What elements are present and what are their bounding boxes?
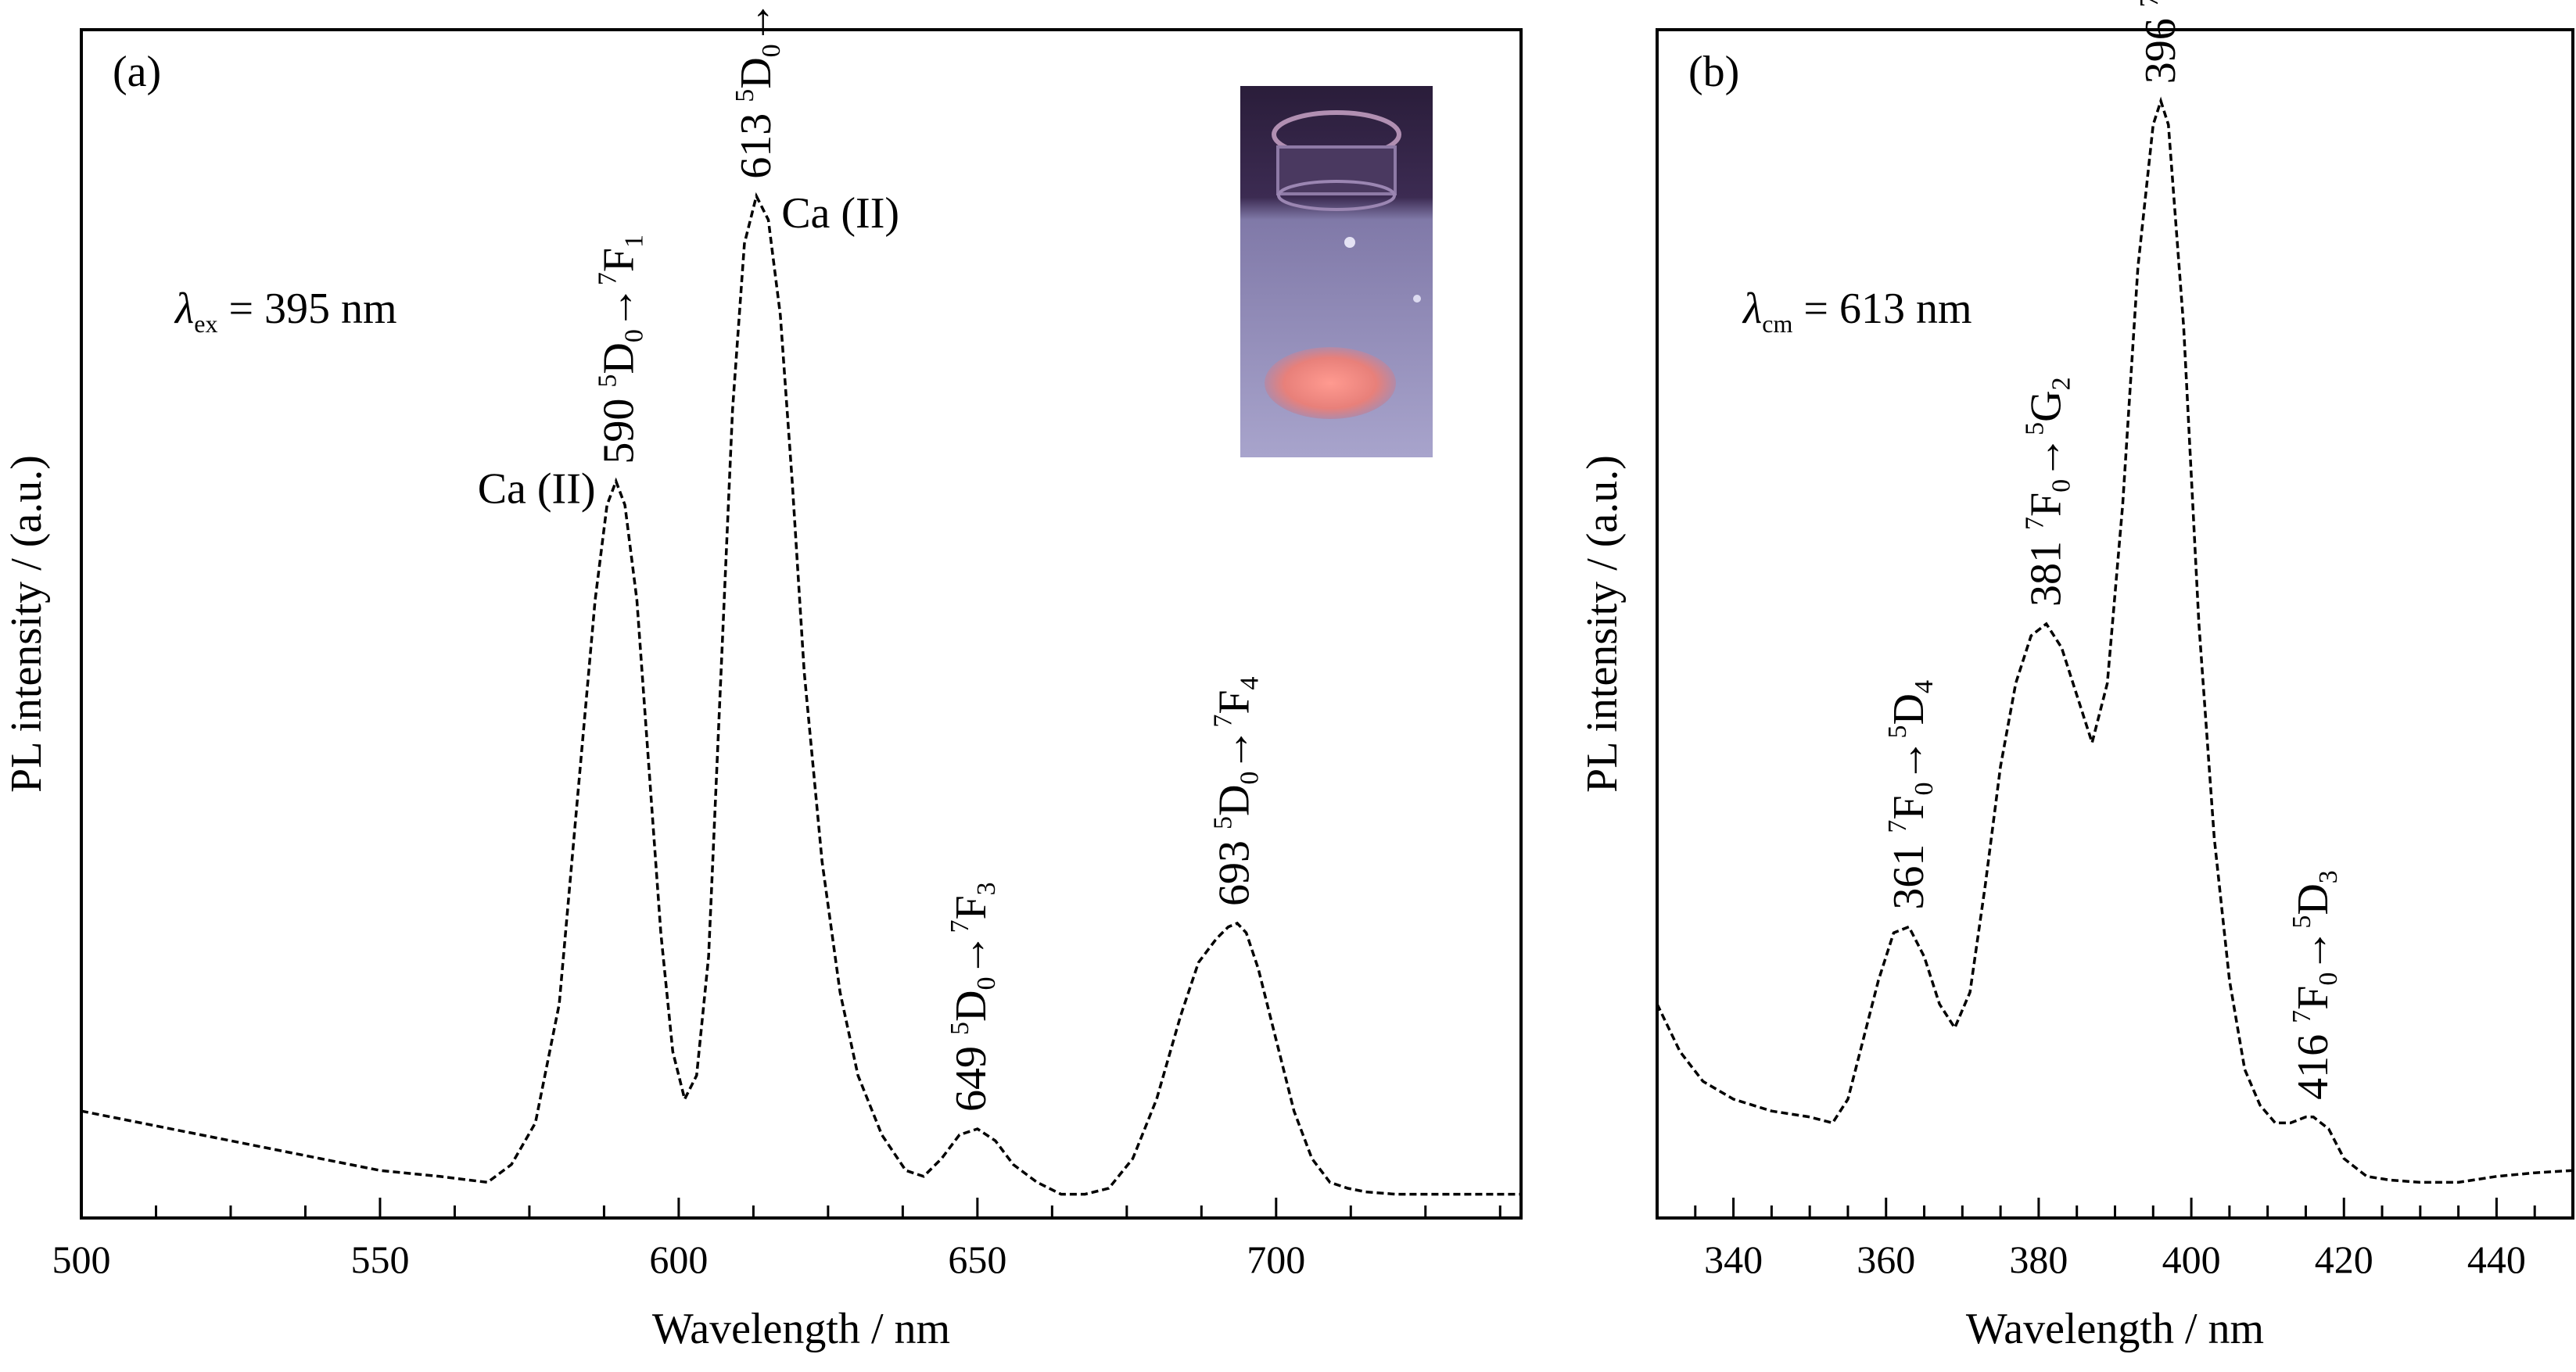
panel-b-panel-label: (b): [1688, 48, 1739, 96]
panel-a-x-tick-label: 650: [948, 1238, 1006, 1281]
panel-a-peak-label-693: 693 5D0→7F4: [1208, 676, 1264, 906]
panel-b-x-tick-label: 360: [1857, 1238, 1915, 1281]
panel-a-peak-label-590: 590 5D0→7F1: [594, 235, 649, 464]
panel-a-plot-frame: [80, 28, 1523, 1220]
panel-b-spectrum-line: [1656, 96, 2574, 1184]
panel-a-peak-label-649: 649 5D0→7F3: [945, 882, 1001, 1112]
panel-b-y-axis-label: PL intensity / (a.u.): [1578, 455, 1627, 793]
panel-b-peak-label-416: 416 7F0→5D3: [2287, 870, 2343, 1100]
panel-a-spectrum-line: [81, 192, 1521, 1196]
panel-b-x-tick-label: 340: [1704, 1238, 1763, 1281]
panel-b-plot-frame: [1656, 28, 2574, 1220]
panel-a-ca-label-590: Ca (II): [478, 465, 596, 514]
panel-a-x-tick-label: 500: [52, 1238, 111, 1281]
panel-b-condition-label: λcm = 613 nm: [1742, 285, 1972, 338]
panel-a-condition-label: λex = 395 nm: [174, 285, 397, 338]
panel-b-peak-label-361: 361 7F0→5D4: [1883, 680, 1939, 910]
panel-a-ca-label-613: Ca (II): [781, 189, 899, 238]
panel-b-x-tick-label: 420: [2315, 1238, 2373, 1281]
panel-b-x-tick-label: 440: [2467, 1238, 2526, 1281]
panel-a-x-tick-label: 700: [1247, 1238, 1305, 1281]
panel-b-peak-label-396: 396 7F0→5L6: [2135, 0, 2190, 84]
panel-b-x-axis-label: Wavelength / nm: [1966, 1305, 2264, 1353]
panel-b-x-tick-label: 400: [2162, 1238, 2221, 1281]
panel-a-x-tick-label: 600: [649, 1238, 708, 1281]
panel-a-x-tick-label: 550: [350, 1238, 409, 1281]
panel-b-peak-label-381: 381 7F0→5G2: [2021, 377, 2076, 607]
panel-a-y-axis-label: PL intensity / (a.u.): [2, 455, 51, 793]
inset-photo: [1240, 86, 1433, 457]
panel-a: 500 550 600 650 700 Wavelength / nm PL intensi…: [2, 0, 1523, 1353]
panel-a-x-axis-label: Wavelength / nm: [652, 1305, 950, 1353]
panel-b: 340 360 380 400 420 440 Wavelength / nm PL inte…: [1578, 0, 2574, 1353]
panel-b-x-tick-label: 380: [2009, 1238, 2068, 1281]
panel-a-panel-label: (a): [113, 48, 161, 96]
panel-a-peak-label-613: 613 5D0→7F2: [730, 0, 786, 179]
